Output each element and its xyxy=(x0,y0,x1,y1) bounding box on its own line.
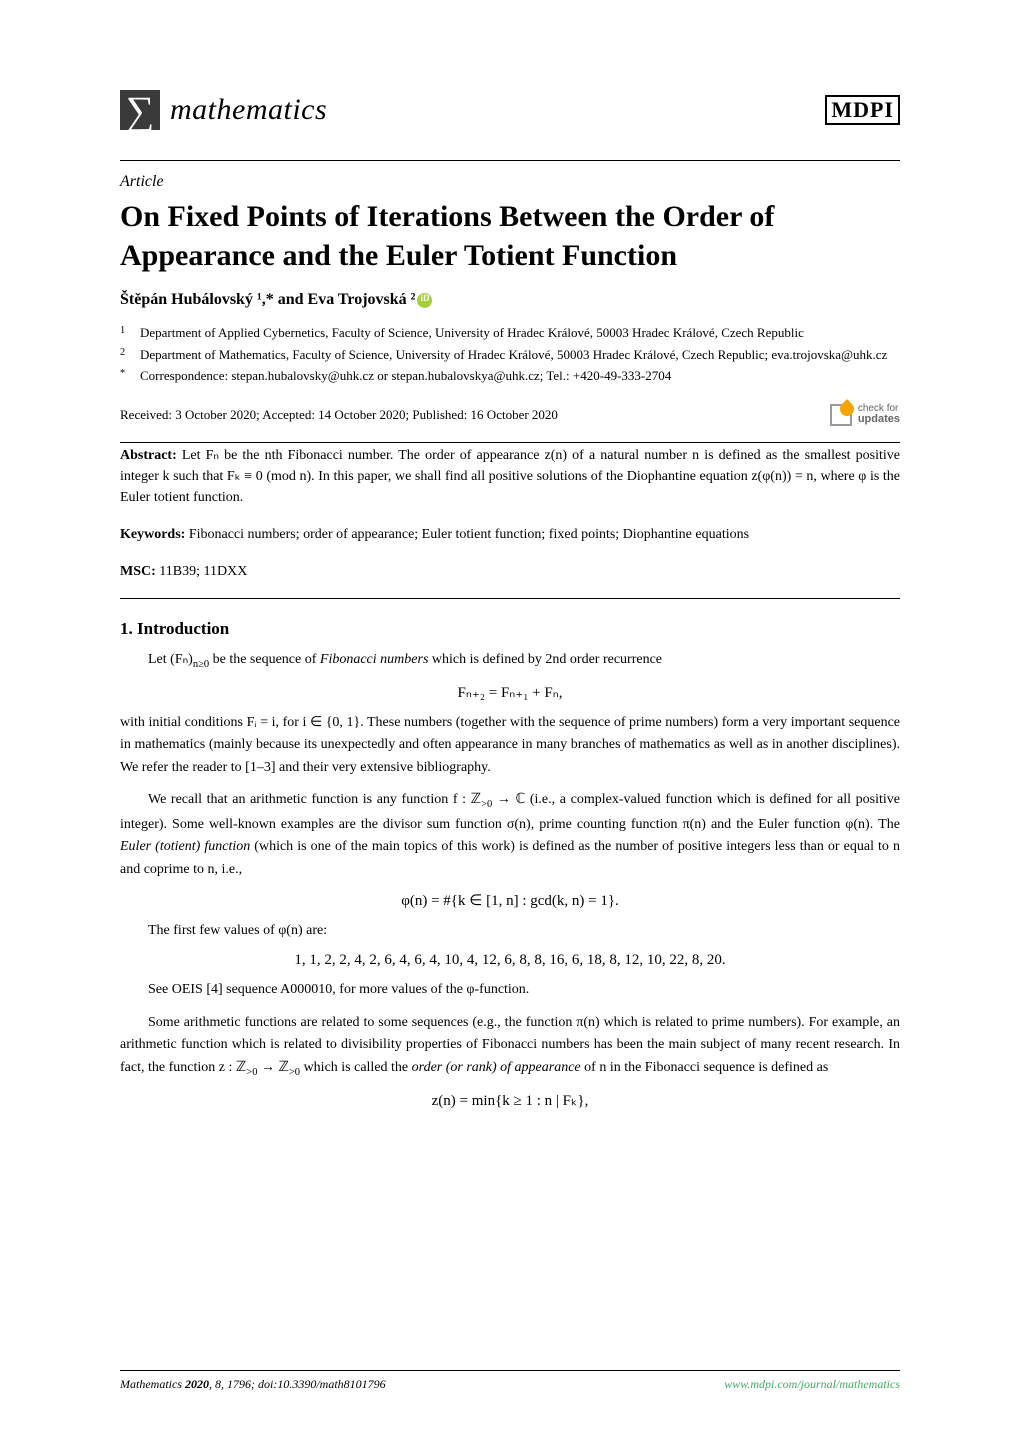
t: We recall that an arithmetic function is… xyxy=(148,792,481,807)
equation: φ(n) = #{k ∈ [1, n] : gcd(k, n) = 1}. xyxy=(120,891,900,910)
t: Fibonacci numbers xyxy=(320,652,428,667)
publisher-logo: MDPI xyxy=(825,95,900,125)
rule xyxy=(120,598,900,599)
t: Let (Fₙ) xyxy=(148,652,193,667)
keywords: Keywords: Fibonacci numbers; order of ap… xyxy=(120,524,900,545)
t: be the sequence of xyxy=(209,652,320,667)
crossmark-text: check forupdates xyxy=(858,404,900,425)
paragraph: Some arithmetic functions are related to… xyxy=(120,1012,900,1081)
affil-1-sup: 1 xyxy=(120,323,130,343)
msc-label: MSC: xyxy=(120,564,156,579)
keywords-text: Fibonacci numbers; order of appearance; … xyxy=(185,527,749,542)
sum-icon: ∑ xyxy=(120,90,160,130)
corr-sup: * xyxy=(120,366,130,386)
correspondence: Correspondence: stepan.hubalovsky@uhk.cz… xyxy=(140,366,671,386)
msc-text: 11B39; 11DXX xyxy=(156,564,248,579)
section-heading: 1. Introduction xyxy=(120,619,900,639)
paragraph: Let (Fₙ)n≥0 be the sequence of Fibonacci… xyxy=(120,649,900,674)
crossmark-l2: updates xyxy=(858,414,900,425)
header: ∑ mathematics MDPI xyxy=(120,90,900,130)
t: which is defined by 2nd order recurrence xyxy=(428,652,662,667)
paragraph: The first few values of φ(n) are: xyxy=(120,920,900,942)
affiliations: 1 Department of Applied Cybernetics, Facu… xyxy=(120,323,900,386)
footer: Mathematics 2020, 8, 1796; doi:10.3390/m… xyxy=(120,1370,900,1392)
t: 2020 xyxy=(185,1377,209,1391)
abstract: Abstract: Let Fₙ be the nth Fibonacci nu… xyxy=(120,445,900,508)
crossmark-icon xyxy=(830,404,852,426)
t: n≥0 xyxy=(193,658,209,669)
keywords-label: Keywords: xyxy=(120,527,185,542)
msc: MSC: 11B39; 11DXX xyxy=(120,561,900,582)
article-type: Article xyxy=(120,173,900,191)
check-updates[interactable]: check forupdates xyxy=(830,404,900,426)
rule xyxy=(120,442,900,443)
footer-link[interactable]: www.mdpi.com/journal/mathematics xyxy=(724,1377,900,1392)
orcid-icon[interactable] xyxy=(417,293,432,308)
journal-name: mathematics xyxy=(170,93,327,127)
pub-dates: Received: 3 October 2020; Accepted: 14 O… xyxy=(120,407,558,423)
title: On Fixed Points of Iterations Between th… xyxy=(120,197,900,275)
t: >0 xyxy=(246,1066,257,1077)
journal-logo: ∑ mathematics xyxy=(120,90,327,130)
t: >0 xyxy=(289,1066,300,1077)
equation: 1, 1, 2, 2, 4, 2, 6, 4, 6, 4, 10, 4, 12,… xyxy=(120,952,900,969)
t: >0 xyxy=(481,799,492,810)
dates-row: Received: 3 October 2020; Accepted: 14 O… xyxy=(120,404,900,426)
paragraph: with initial conditions Fᵢ = i, for i ∈ … xyxy=(120,712,900,779)
t: Euler (totient) function xyxy=(120,839,250,854)
equation: Fₙ₊₂ = Fₙ₊₁ + Fₙ, xyxy=(120,683,900,702)
equation: z(n) = min{k ≥ 1 : n | Fₖ}, xyxy=(120,1091,900,1110)
t: order (or rank) of appearance xyxy=(412,1060,581,1075)
footer-left: Mathematics 2020, 8, 1796; doi:10.3390/m… xyxy=(120,1377,386,1392)
paragraph: We recall that an arithmetic function is… xyxy=(120,789,900,881)
affil-2: Department of Mathematics, Faculty of Sc… xyxy=(140,345,887,365)
abstract-label: Abstract: xyxy=(120,448,177,463)
abstract-text: Let Fₙ be the nth Fibonacci number. The … xyxy=(120,448,900,505)
t: , 1796; doi:10.3390/math8101796 xyxy=(221,1377,386,1391)
authors: Štěpán Hubálovský ¹,* and Eva Trojovská … xyxy=(120,291,900,309)
paragraph: See OEIS [4] sequence A000010, for more … xyxy=(120,979,900,1001)
t: Mathematics xyxy=(120,1377,185,1391)
authors-text: Štěpán Hubálovský ¹,* and Eva Trojovská … xyxy=(120,291,415,308)
t: which is called the xyxy=(300,1060,412,1075)
affil-1: Department of Applied Cybernetics, Facul… xyxy=(140,323,804,343)
t: → ℤ xyxy=(257,1060,288,1075)
t: of n in the Fibonacci sequence is define… xyxy=(581,1060,829,1075)
affil-2-sup: 2 xyxy=(120,345,130,365)
rule xyxy=(120,160,900,161)
